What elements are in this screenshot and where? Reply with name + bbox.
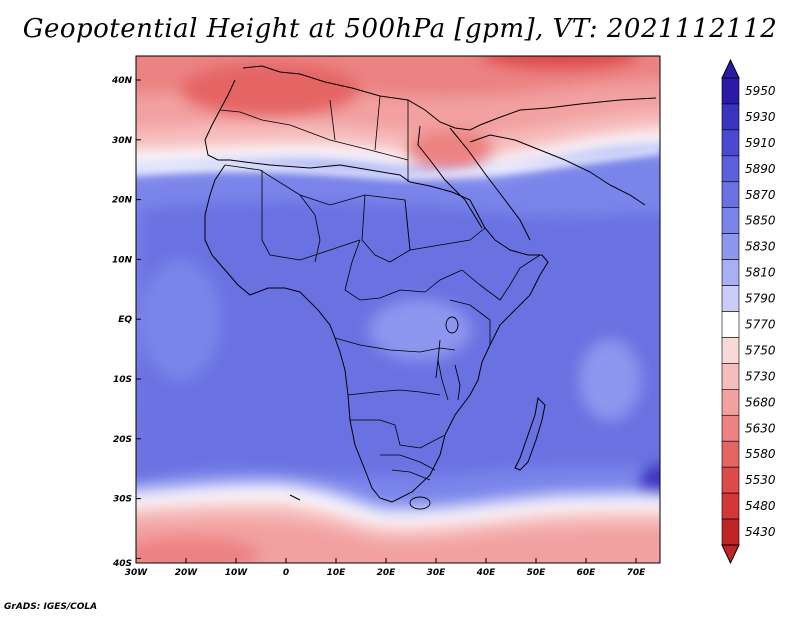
colorbar-swatch [721, 492, 740, 520]
colorbar-bottom-arrow [721, 544, 740, 565]
y-tick-label: 10S [113, 375, 132, 385]
colorbar-swatch [721, 259, 740, 286]
colorbar-swatch [721, 466, 740, 494]
colorbar-label: 5890 [745, 162, 776, 176]
chart-title: Geopotential Height at 500hPa [gpm], VT:… [22, 14, 778, 44]
y-tick-label: 40S [112, 559, 132, 569]
x-tick-label: 0 [283, 568, 289, 578]
colorbar-swatch [721, 389, 740, 416]
colorbar-swatch [721, 285, 740, 312]
colorbar-label: 5580 [745, 447, 776, 461]
colorbar-label: 5770 [745, 317, 776, 331]
y-tick-label: 30N [112, 136, 133, 146]
country-borders [219, 95, 541, 481]
colorbar-swatch [721, 440, 740, 468]
grads-credit: GrADS: IGES/COLA [4, 602, 98, 612]
longitude-axis: 30W 20W 10W 0 10E 20E 30E 40E 50E 60E 70E [125, 558, 646, 578]
colorbar-label: 5630 [745, 421, 776, 435]
lakes [409, 316, 461, 510]
colorbar-swatch [721, 337, 740, 364]
height-field [136, 56, 660, 563]
x-tick-label: 70E [627, 568, 647, 578]
plot-frame [135, 55, 661, 564]
colorbar-swatch [721, 207, 740, 234]
x-tick-label: 20E [377, 568, 397, 578]
y-tick-label: EQ [118, 315, 132, 325]
colorbar-swatch [721, 155, 740, 183]
colorbar-swatch [721, 129, 740, 157]
x-tick-label: 20W [175, 568, 199, 578]
y-tick-label: 30S [113, 495, 132, 505]
colorbar-swatch [721, 518, 740, 546]
colorbar-swatch [721, 103, 740, 131]
x-tick-label: 30E [427, 568, 447, 578]
colorbar-label: 5910 [745, 136, 776, 150]
colorbar-label: 5830 [745, 240, 776, 254]
colorbar-swatch [721, 233, 740, 260]
x-tick-label: 50E [527, 568, 547, 578]
colorbar-label: 5950 [745, 84, 776, 98]
colorbar-label: 5810 [745, 266, 776, 280]
x-tick-label: 40E [476, 568, 497, 578]
colorbar-swatch [721, 181, 740, 209]
x-tick-label: 10E [327, 568, 347, 578]
colorbar-label: 5930 [745, 110, 776, 124]
colorbar-label: 5870 [745, 188, 776, 202]
y-tick-label: 20S [113, 435, 132, 445]
colorbar-label: 5680 [745, 395, 776, 409]
colorbar-label: 5850 [745, 214, 776, 228]
y-tick-label: 40N [111, 76, 133, 86]
colorbar-label: 5480 [745, 499, 776, 513]
colorbar-swatch [721, 77, 740, 105]
y-tick-label: 10N [112, 255, 133, 265]
x-tick-label: 60E [577, 568, 597, 578]
y-tick-label: 20N [112, 196, 133, 206]
colorbar-swatch [721, 363, 740, 390]
colorbar-label: 5730 [745, 369, 776, 383]
colorbar-label: 5530 [745, 473, 776, 487]
colorbar-top-arrow [721, 58, 740, 79]
colorbar-swatch [721, 414, 740, 442]
coastlines [204, 65, 657, 503]
x-tick-label: 30W [125, 568, 149, 578]
colorbar-label: 5430 [745, 525, 776, 539]
colorbar-label: 5790 [745, 292, 776, 306]
colorbar-swatch [721, 311, 740, 338]
latitude-axis: 40N 30N 20N 10N EQ 10S 20S 30S 40S [111, 76, 141, 569]
colorbar: 5950 5930 5910 5890 5870 5850 5830 5810 5790 5770… [721, 58, 776, 565]
colorbar-label: 5750 [745, 343, 776, 357]
x-tick-label: 10W [225, 568, 249, 578]
